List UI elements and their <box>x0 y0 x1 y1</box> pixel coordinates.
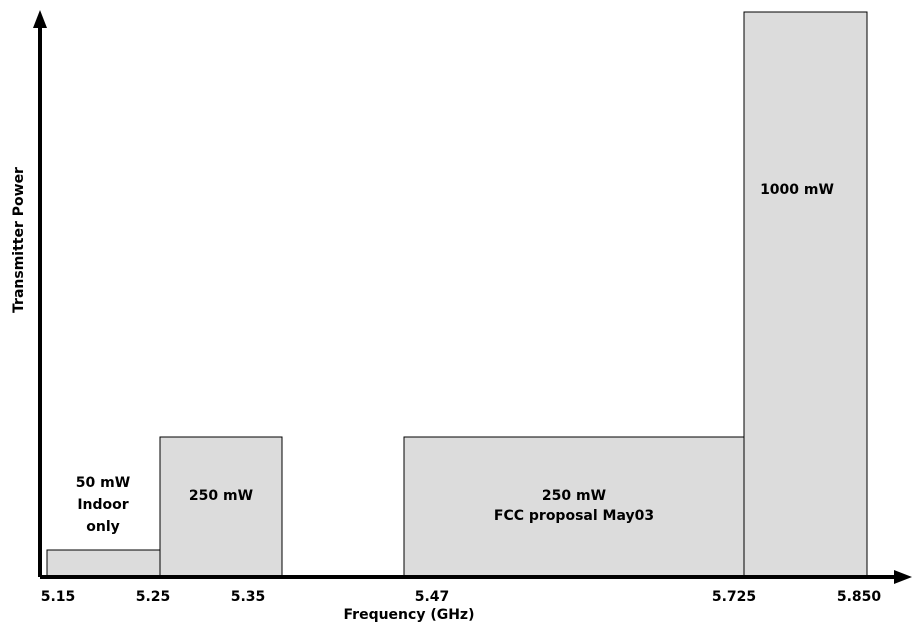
band-label-0-line-1: Indoor <box>77 497 128 513</box>
band-label-3-line-0: 1000 mW <box>760 182 834 198</box>
x-tick-labels-group: 5.15 5.25 5.35 5.47 5.725 5.850 <box>41 589 882 605</box>
x-tick-label-5.47: 5.47 <box>415 589 450 605</box>
bars-group <box>46 11 868 578</box>
y-axis-label: Transmitter Power <box>11 167 27 313</box>
x-tick-label-5.725: 5.725 <box>712 589 756 605</box>
axes-group <box>33 10 912 584</box>
x-tick-label-5.15: 5.15 <box>41 589 76 605</box>
x-tick-label-5.35: 5.35 <box>231 589 266 605</box>
band-bar-5.25-5.35 <box>159 436 283 578</box>
x-tick-label-5.25: 5.25 <box>136 589 171 605</box>
band-bar-5.725-5.850 <box>743 11 868 578</box>
band-label-0-line-0: 50 mW <box>76 475 130 491</box>
band-label-2-line-1: FCC proposal May03 <box>494 508 654 524</box>
band-label-1-line-0: 250 mW <box>189 488 253 504</box>
x-tick-label-5.850: 5.850 <box>837 589 882 605</box>
band-label-0-line-2: only <box>86 519 120 535</box>
band-bar-5.47-5.725 <box>403 436 745 578</box>
bar-labels-group: 50 mW Indoor only 250 mW 250 mW FCC proposal … <box>76 182 834 535</box>
x-axis-label: Frequency (GHz) <box>344 607 475 623</box>
band-label-2-line-0: 250 mW <box>542 488 606 504</box>
x-axis-arrow <box>894 570 912 584</box>
y-axis-arrow <box>33 10 47 28</box>
band-bar-5.15-5.25 <box>46 549 161 578</box>
